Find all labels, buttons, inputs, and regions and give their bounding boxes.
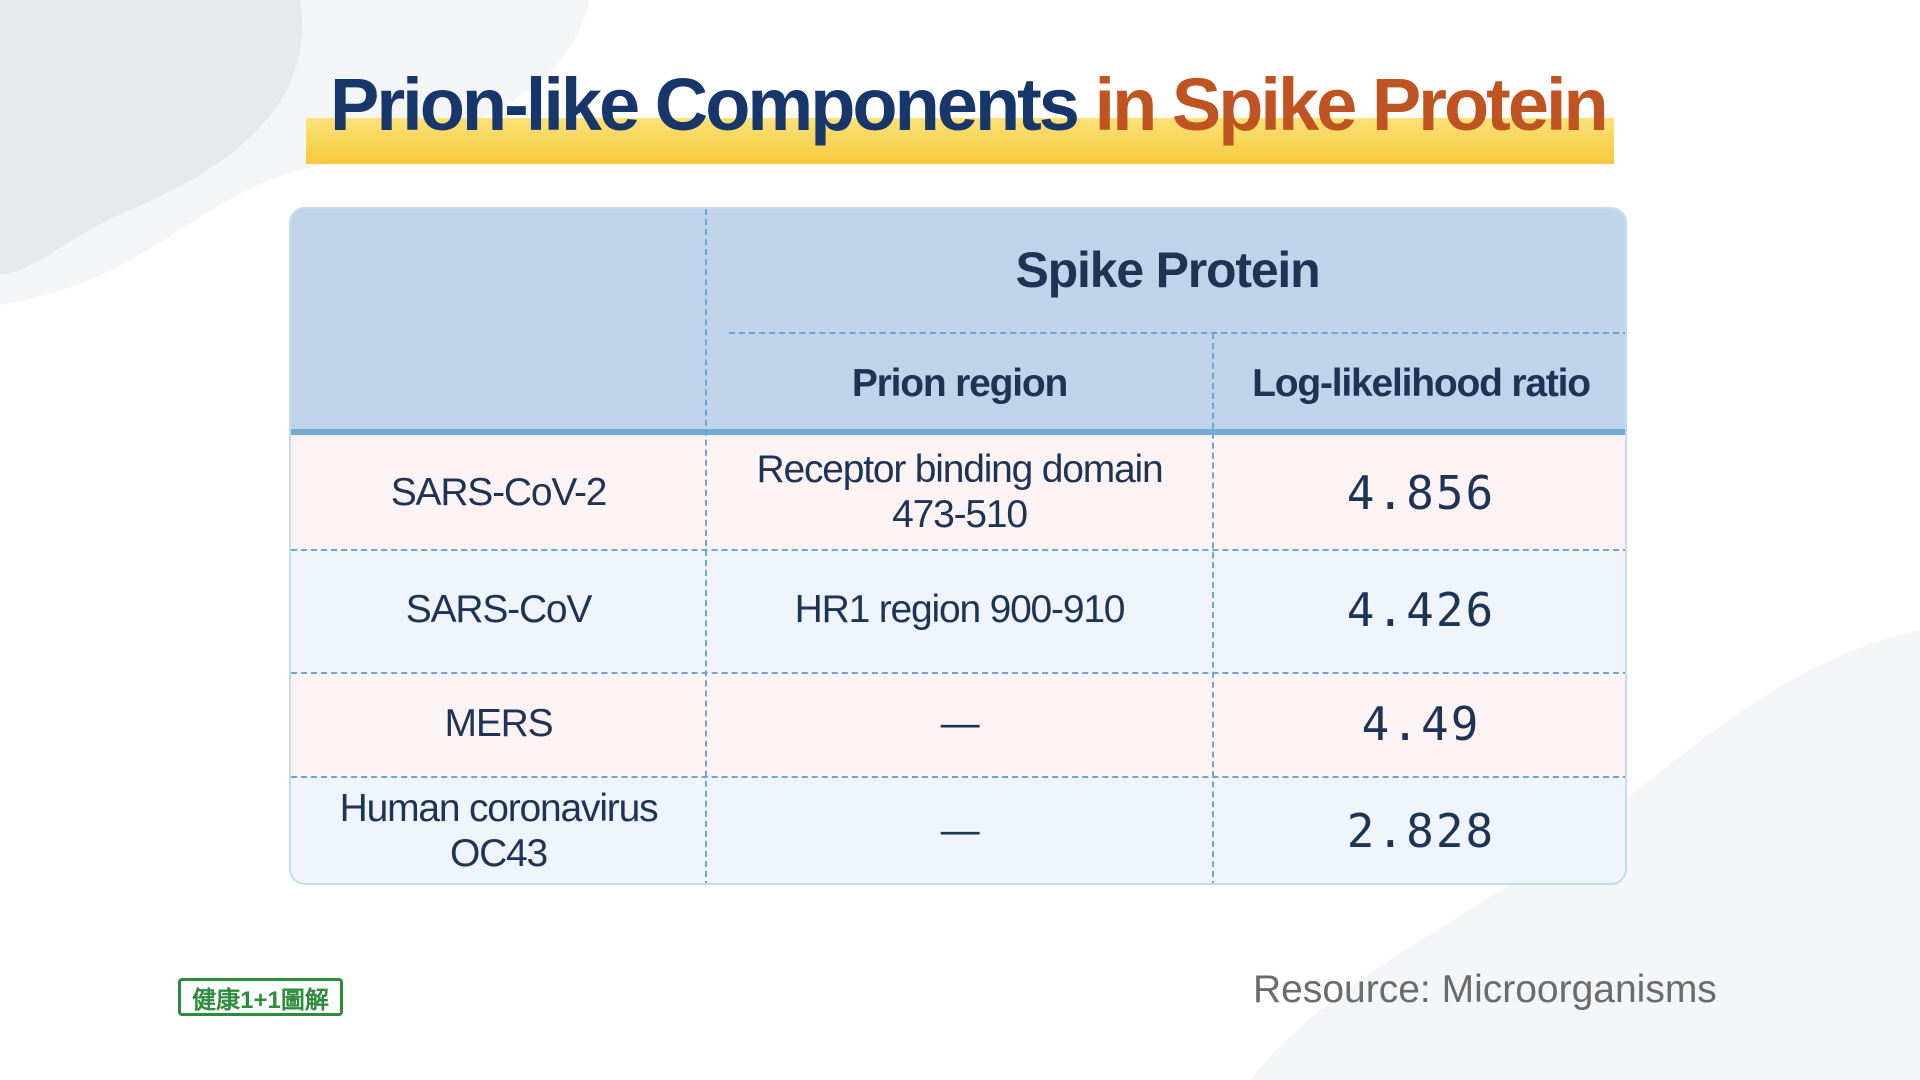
column-header: Prion region [851,361,1068,405]
column-header: Log-likelihood ratio [1252,361,1591,405]
blob [0,0,590,305]
blob [0,0,303,275]
text-cell: HR1 region 900-910 [794,588,1126,632]
divider [705,209,707,883]
divider [1212,333,1214,883]
value-cell: 4.49 [1361,696,1481,751]
value-cell: 2.828 [1346,804,1496,859]
text-cell: MERS [444,701,554,745]
title: Prion-like Components in Spike Protein [330,62,1609,147]
text-cell: SARS-CoV-2 [390,470,608,514]
row-background [291,549,1625,672]
text-cell: — [940,809,980,853]
row-background [291,776,1625,883]
table: Spike Protein Prion region Log-likelihoo… [289,207,1627,885]
value-cell: 4.426 [1346,583,1496,638]
title-highlight [306,118,1614,164]
divider [729,332,1625,334]
title-main: Prion-like Components [330,63,1080,146]
text-cell: Receptor binding domain 473-510 [756,448,1163,536]
row-background [291,437,1625,549]
logo: 健康1+1圖解 [178,978,343,1016]
value-cell: 4.856 [1346,465,1496,520]
source: Resource: Microorganisms [1253,968,1717,1011]
table-header [291,209,1625,435]
text-cell: — [940,701,980,745]
group-header: Spike Protein [1015,242,1321,299]
row-background [291,672,1625,776]
title-accent: in Spike Protein [1094,63,1609,146]
text-cell: SARS-CoV [405,588,593,632]
text-cell: Human coronavirus OC43 [339,786,659,875]
